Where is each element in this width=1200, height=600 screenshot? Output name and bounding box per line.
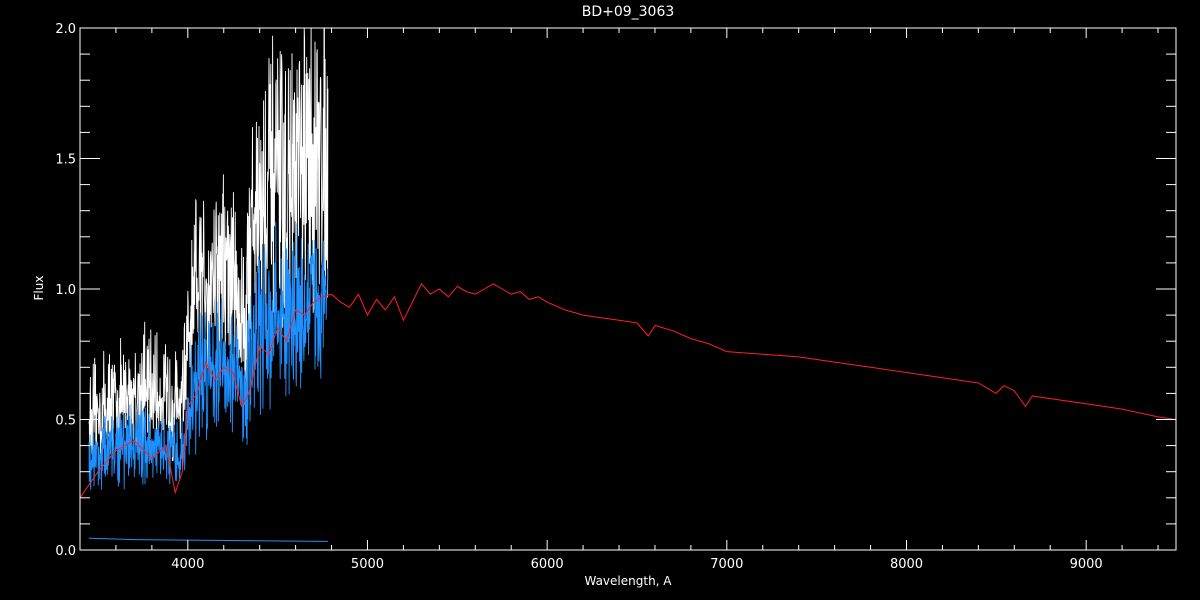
x-tick-label: 4000 — [171, 557, 204, 572]
x-axis-label: Wavelength, A — [584, 574, 672, 588]
series-layer — [79, 27, 1177, 542]
chart-title: BD+09_3063 — [582, 4, 675, 20]
series-line-0 — [88, 27, 329, 474]
y-tick-label: 0.5 — [55, 414, 76, 429]
y-tick-label: 2.0 — [55, 22, 76, 37]
series-line-2 — [88, 537, 328, 542]
y-tick-label: 1.5 — [55, 153, 76, 168]
y-axis-label: Flux — [32, 276, 46, 301]
x-tick-label: 8000 — [890, 557, 923, 572]
axes-layer: 4000 5000 6000 7000 8000 9000 0.0 0.5 1.0 1.5 2.0 — [55, 22, 1177, 572]
y-tick-label: 1.0 — [55, 283, 76, 298]
series-line-3 — [79, 282, 1177, 499]
y-tick-label: 0.0 — [55, 544, 76, 559]
x-tick-label: 9000 — [1070, 557, 1103, 572]
x-tick-label: 7000 — [710, 557, 743, 572]
x-tick-label: 5000 — [351, 557, 384, 572]
x-tick-label: 6000 — [531, 557, 564, 572]
